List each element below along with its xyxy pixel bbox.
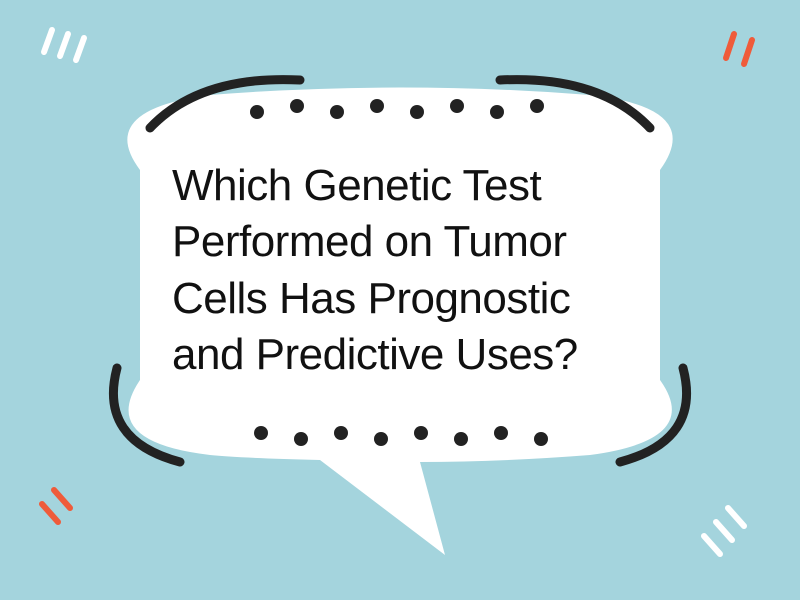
question-text: Which Genetic Test Performed on Tumor Ce… — [172, 158, 652, 383]
quote-card: Which Genetic Test Performed on Tumor Ce… — [0, 0, 800, 600]
